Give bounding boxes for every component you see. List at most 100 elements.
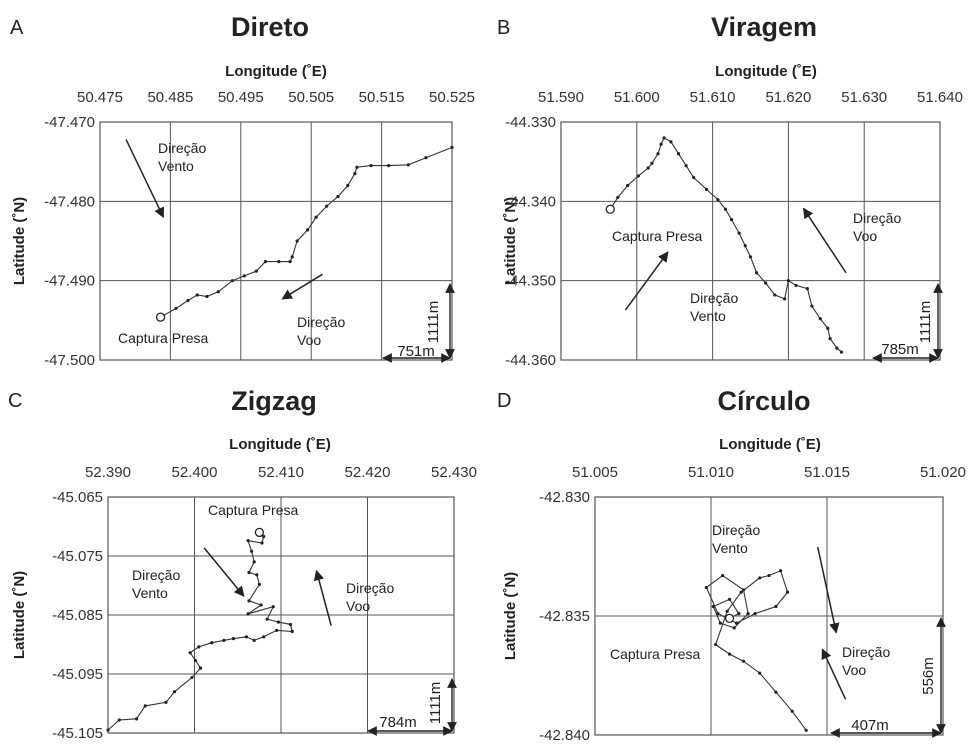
capture-marker (254, 527, 265, 538)
y-tick-label: -47.470 (44, 114, 95, 131)
y-axis-label: Latitude (˚N) (502, 572, 519, 660)
track-point (758, 576, 762, 580)
track-point (774, 604, 778, 609)
track-point (748, 255, 753, 259)
panel-title: Zigzag (231, 386, 317, 416)
y-tick-label: -47.490 (44, 273, 95, 290)
x-tick-label: 50.505 (288, 89, 334, 106)
scale-y-label: 556m (920, 657, 937, 695)
x-axis-label: Longitude (˚E) (715, 63, 817, 80)
scale-y-label: 1111m (917, 301, 934, 344)
track-point (646, 166, 650, 170)
track-point (758, 671, 762, 675)
track-point (676, 152, 681, 156)
track-point (734, 621, 739, 625)
track-point (246, 539, 250, 543)
track-point (277, 260, 281, 264)
y-tick-label: -44.330 (505, 114, 556, 131)
track-point (387, 164, 391, 168)
track-point (616, 195, 620, 199)
capture-annotation: Captura Presa (208, 502, 298, 518)
track-point (783, 297, 787, 301)
x-tick-label: 50.525 (429, 89, 475, 106)
panel-letter: B (497, 17, 510, 39)
track-point (188, 651, 192, 655)
flight-arrow (313, 569, 332, 626)
flight-arrow (281, 273, 323, 300)
y-tick-label: -47.480 (44, 193, 95, 210)
x-tick-label: 50.475 (77, 89, 123, 106)
track-point (743, 244, 747, 248)
track-point (767, 573, 771, 578)
y-tick-label: -45.065 (52, 489, 103, 506)
track-point (656, 152, 660, 156)
track-point (773, 293, 777, 297)
track-point (186, 298, 190, 303)
capture-annotation: Captura Presa (610, 646, 700, 662)
track-point (265, 617, 269, 621)
y-tick-label: -45.075 (52, 548, 103, 565)
y-tick-label: -42.840 (539, 727, 590, 744)
track-point (650, 161, 654, 165)
capture-marker (155, 312, 166, 322)
track-point (134, 717, 139, 721)
track-point (737, 231, 741, 235)
track-point (355, 165, 359, 169)
scale-x-label: 784m (379, 714, 417, 731)
x-tick-label: 51.600 (614, 89, 660, 106)
track-point (288, 622, 293, 627)
y-tick-label: -45.095 (52, 666, 103, 683)
track-point (210, 641, 214, 645)
x-tick-label: 51.610 (690, 89, 736, 106)
track-point (275, 628, 279, 632)
y-tick-label: -45.085 (52, 607, 103, 624)
y-tick-label: -42.830 (539, 489, 590, 506)
x-tick-label: 50.495 (218, 89, 264, 106)
track-point (810, 304, 814, 308)
track-point (741, 659, 746, 663)
flight-annotation: Direção Voo (842, 644, 890, 678)
track-point (450, 145, 454, 149)
track-point (143, 704, 147, 708)
track-point (247, 599, 251, 603)
track-point (257, 582, 261, 586)
flight-track (705, 570, 807, 731)
track-point (711, 604, 715, 609)
track-point (246, 612, 250, 616)
panel-letter: A (10, 17, 24, 39)
y-axis-label: Latitude (˚N) (502, 197, 519, 285)
track-point (746, 612, 750, 616)
x-tick-label: 51.630 (841, 89, 887, 106)
track-point (255, 573, 259, 577)
y-tick-label: -45.105 (52, 725, 103, 742)
x-tick-label: 52.400 (172, 464, 218, 481)
plot-frame (560, 121, 941, 361)
x-tick-label: 52.410 (258, 464, 304, 481)
y-axis-label: Latitude (˚N) (11, 571, 28, 659)
track-point (254, 269, 258, 273)
capture-annotation: Captura Presa (612, 228, 702, 244)
track-point (704, 187, 709, 192)
flight-arrow (802, 207, 847, 274)
y-tick-label: -42.835 (539, 608, 590, 625)
track-point (804, 728, 808, 732)
track-point (173, 690, 177, 694)
y-tick-label: -44.340 (505, 193, 556, 210)
track-point (828, 336, 832, 341)
track-point (247, 570, 251, 575)
track-point (716, 612, 720, 616)
track-point (325, 204, 329, 208)
track-point (117, 718, 121, 722)
track-point (249, 549, 254, 553)
x-tick-label: 51.010 (688, 464, 734, 481)
track-point (764, 281, 768, 285)
track-point (729, 217, 734, 222)
track-point (216, 290, 220, 294)
track-point (260, 541, 264, 545)
wind-annotation: Direção Vento (132, 567, 180, 601)
track-point (754, 271, 759, 275)
track-point (727, 652, 732, 656)
track-point (231, 637, 236, 641)
track-point (314, 215, 318, 219)
plot-frame (99, 121, 453, 361)
